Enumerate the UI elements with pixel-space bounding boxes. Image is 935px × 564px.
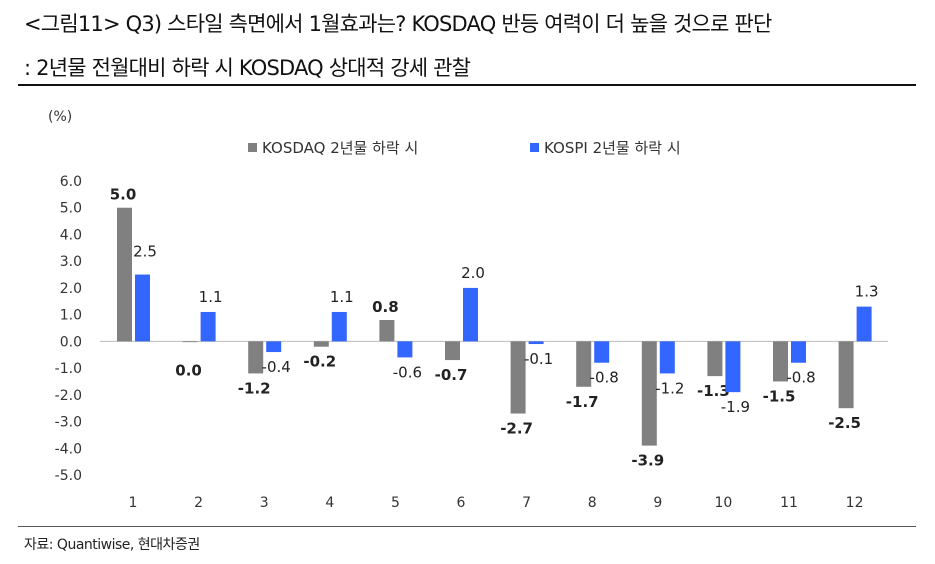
data-label-kosdaq: 0.0 <box>175 361 202 379</box>
bar-kospi <box>397 341 413 358</box>
y-tick-label: 3.0 <box>60 254 82 270</box>
data-label-kosdaq: -0.7 <box>435 366 468 384</box>
data-label-kosdaq: -2.7 <box>500 420 533 438</box>
data-label-kosdaq: -1.2 <box>238 379 271 397</box>
legend-label-1: KOSPI 2년물 하락 시 <box>544 139 681 157</box>
x-tick-label: 5 <box>391 495 400 511</box>
bar-kosdaq <box>576 341 592 387</box>
bar-kosdaq <box>117 207 132 342</box>
x-tick-label: 11 <box>780 495 798 511</box>
bar-kosdaq <box>248 341 264 374</box>
chart-title-line1: <그림11> Q3) 스타일 측면에서 1월효과는? KOSDAQ 반등 여력이… <box>24 12 772 36</box>
data-label-kosdaq: -3.9 <box>631 452 664 470</box>
y-tick-label: -4.0 <box>55 441 82 457</box>
data-label-kospi: 2.0 <box>461 264 485 282</box>
data-label-kospi: -0.1 <box>524 350 553 368</box>
bar-kosdaq <box>313 341 329 347</box>
y-tick-label: -2.0 <box>55 388 82 404</box>
bar-kosdaq <box>379 319 395 342</box>
data-label-kosdaq: -1.7 <box>566 393 599 411</box>
data-label-kospi: 1.1 <box>199 288 223 306</box>
data-label-kospi: -0.6 <box>393 363 422 381</box>
data-label-kospi: -0.8 <box>786 369 815 387</box>
source-note: 자료: Quantiwise, 현대차증권 <box>24 537 200 553</box>
data-label-kospi: -0.8 <box>590 369 619 387</box>
data-label-kospi: 2.5 <box>133 243 157 261</box>
y-tick-label: -5.0 <box>55 468 82 484</box>
legend-label-0: KOSDAQ 2년물 하락 시 <box>262 139 418 157</box>
data-label-kospi: 1.1 <box>330 288 354 306</box>
bar-kosdaq <box>445 341 460 361</box>
bar-kosdaq <box>707 341 723 377</box>
data-label-kospi: -1.9 <box>721 398 750 416</box>
x-tick-label: 4 <box>325 495 334 511</box>
data-label-kosdaq: -1.3 <box>697 382 730 400</box>
x-tick-label: 3 <box>260 495 269 511</box>
y-tick-label: 0.0 <box>60 334 82 350</box>
y-tick-label: 1.0 <box>60 308 82 324</box>
bar-kospi <box>331 311 347 342</box>
x-tick-label: 1 <box>129 495 138 511</box>
x-tick-label: 2 <box>194 495 203 511</box>
legend-swatch-0 <box>248 143 257 152</box>
bar-kospi <box>135 274 150 342</box>
y-tick-label: -3.0 <box>55 415 82 431</box>
bar-kosdaq <box>510 341 526 414</box>
data-label-kospi: -0.4 <box>262 358 291 376</box>
bar-kospi <box>200 311 216 342</box>
x-tick-label: 7 <box>522 495 531 511</box>
data-label-kospi: 1.3 <box>855 283 879 301</box>
title-divider <box>18 84 916 86</box>
y-tick-label: 4.0 <box>60 227 82 243</box>
bar-kospi <box>856 306 872 342</box>
x-tick-label: 12 <box>846 495 864 511</box>
chart-title-line2: : 2년물 전월대비 하락 시 KOSDAQ 상대적 강세 관찰 <box>24 56 471 80</box>
y-tick-label: 5.0 <box>60 201 82 217</box>
bar-kospi <box>725 341 741 393</box>
bar-kospi <box>266 341 282 353</box>
data-label-kosdaq: 5.0 <box>110 186 137 204</box>
y-tick-label: 2.0 <box>60 281 82 297</box>
bar-kospi <box>659 341 675 374</box>
source-divider <box>18 526 916 527</box>
bar-kosdaq <box>641 341 657 446</box>
x-tick-label: 9 <box>653 495 662 511</box>
x-tick-label: 6 <box>457 495 466 511</box>
y-axis-unit-label: (%) <box>48 109 72 125</box>
data-label-kosdaq: -2.5 <box>828 414 861 432</box>
x-tick-label: 10 <box>714 495 732 511</box>
x-tick-label: 8 <box>588 495 597 511</box>
y-tick-label: -1.0 <box>55 361 82 377</box>
bar-kospi <box>528 341 544 345</box>
bar-kosdaq <box>838 341 854 409</box>
bar-kospi <box>594 341 610 363</box>
data-label-kosdaq: -0.2 <box>303 353 336 371</box>
legend-swatch-1 <box>530 143 539 152</box>
bar-kosdaq <box>182 341 198 343</box>
bar-kospi <box>791 341 806 363</box>
data-label-kosdaq: 0.8 <box>372 298 399 316</box>
data-label-kosdaq: -1.5 <box>763 387 796 405</box>
bar-kospi <box>463 287 478 342</box>
data-label-kospi: -1.2 <box>655 379 684 397</box>
bar-kosdaq <box>773 341 788 382</box>
y-tick-label: 6.0 <box>60 174 82 190</box>
